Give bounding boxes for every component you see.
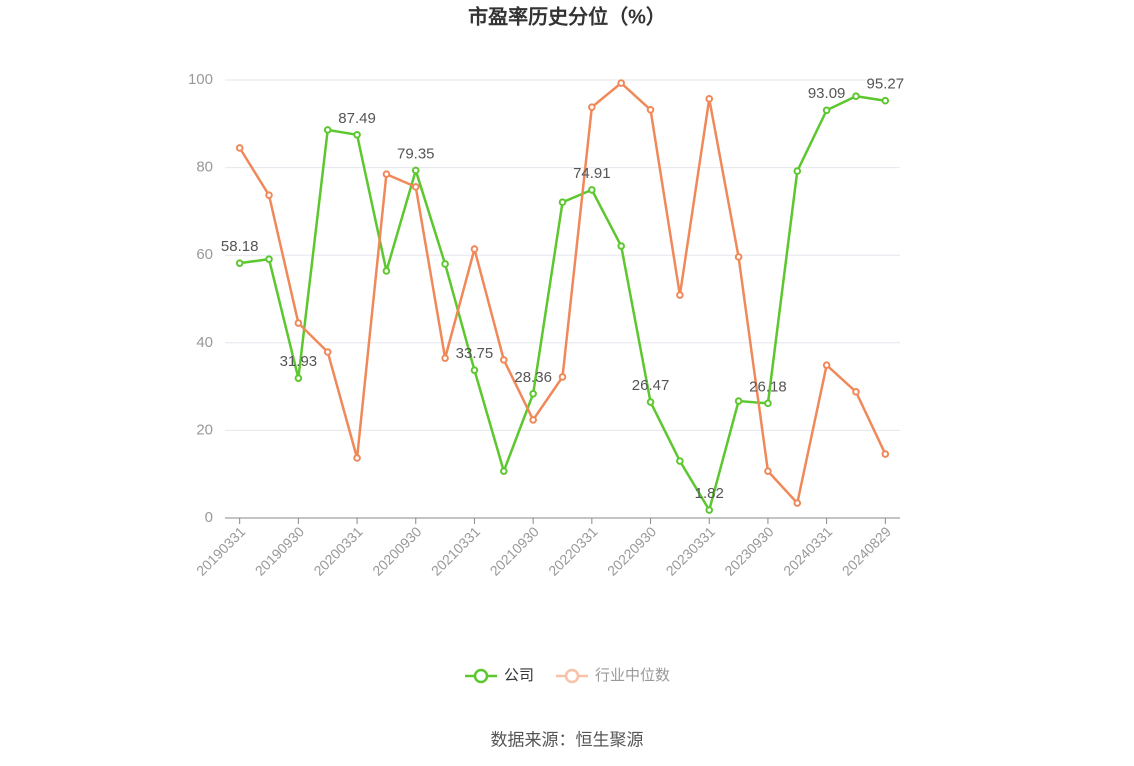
x-tick-label: 20240331 bbox=[780, 523, 836, 579]
x-tick-label: 20210331 bbox=[428, 523, 484, 579]
data-point bbox=[734, 397, 743, 405]
data-point bbox=[441, 354, 449, 362]
x-tick-label: 20200331 bbox=[310, 523, 366, 579]
data-point bbox=[558, 373, 567, 381]
y-tick-label: 0 bbox=[205, 509, 213, 526]
legend-marker bbox=[564, 668, 580, 684]
data-label: 26.47 bbox=[632, 377, 670, 394]
data-label: 74.91 bbox=[573, 165, 611, 182]
data-point bbox=[734, 253, 743, 261]
data-point bbox=[382, 267, 391, 275]
data-point bbox=[411, 183, 420, 191]
data-point bbox=[881, 96, 890, 105]
x-tick-label: 20190331 bbox=[193, 523, 249, 579]
legend-label: 公司 bbox=[504, 667, 534, 684]
data-point bbox=[470, 366, 479, 374]
data-point bbox=[500, 356, 508, 364]
data-point bbox=[646, 105, 655, 114]
series-line bbox=[238, 81, 887, 506]
data-label: 93.09 bbox=[808, 85, 846, 102]
data-point bbox=[294, 374, 303, 382]
data-point bbox=[470, 245, 479, 253]
data-label: 87.49 bbox=[338, 110, 376, 127]
x-tick-label: 20230331 bbox=[663, 523, 719, 579]
data-label: 26.18 bbox=[749, 378, 787, 395]
y-tick-label: 80 bbox=[196, 159, 213, 176]
data-point bbox=[852, 388, 860, 396]
data-point bbox=[588, 103, 596, 111]
data-point bbox=[500, 467, 508, 475]
series-line bbox=[239, 94, 886, 514]
y-tick-label: 100 bbox=[188, 71, 213, 88]
x-tick-label: 20190930 bbox=[252, 523, 308, 579]
data-point bbox=[529, 389, 537, 398]
data-point bbox=[617, 242, 625, 250]
x-tick-label: 20210930 bbox=[487, 523, 543, 579]
data-point bbox=[793, 167, 802, 175]
legend-label: 行业中位数 bbox=[595, 667, 670, 684]
chart-title: 市盈率历史分位（%） bbox=[468, 4, 666, 28]
data-point bbox=[411, 166, 420, 175]
data-label: 33.75 bbox=[456, 345, 494, 362]
data-label: 58.18 bbox=[221, 238, 259, 255]
data-point bbox=[617, 79, 625, 87]
data-point bbox=[822, 106, 831, 115]
data-point bbox=[265, 255, 273, 263]
data-label: 1.82 bbox=[695, 485, 724, 502]
data-point bbox=[441, 260, 449, 268]
data-point bbox=[323, 348, 332, 356]
data-point bbox=[764, 467, 772, 475]
data-label: 79.35 bbox=[397, 145, 435, 162]
x-tick-label: 20220331 bbox=[545, 523, 601, 579]
y-tick-label: 40 bbox=[196, 334, 213, 351]
data-point bbox=[265, 191, 273, 199]
data-point bbox=[529, 416, 537, 424]
y-tick-label: 20 bbox=[196, 421, 213, 438]
data-point bbox=[852, 92, 860, 101]
data-label: 28.36 bbox=[514, 369, 552, 386]
data-point bbox=[382, 170, 391, 178]
x-tick-label: 20230930 bbox=[721, 523, 777, 579]
data-point bbox=[793, 499, 802, 507]
data-point bbox=[588, 186, 596, 194]
legend-marker bbox=[473, 668, 489, 684]
data-point bbox=[294, 319, 303, 327]
data-label: 31.93 bbox=[280, 353, 318, 370]
data-point bbox=[646, 398, 655, 406]
data-point bbox=[235, 144, 244, 152]
data-point bbox=[764, 399, 772, 408]
data-point bbox=[705, 506, 714, 514]
data-point bbox=[353, 454, 361, 462]
x-tick-label: 20240829 bbox=[839, 523, 895, 579]
data-point bbox=[558, 198, 567, 207]
data-point bbox=[822, 361, 831, 369]
data-point bbox=[323, 126, 332, 134]
x-tick-label: 20200930 bbox=[369, 523, 425, 579]
data-label: 95.27 bbox=[867, 76, 905, 93]
data-point bbox=[881, 450, 890, 458]
data-point bbox=[705, 95, 714, 103]
x-tick-label: 20220930 bbox=[604, 523, 660, 579]
data-point bbox=[676, 457, 684, 465]
source-note: 数据来源：恒生聚源 bbox=[491, 730, 644, 749]
y-tick-label: 60 bbox=[196, 246, 213, 263]
data-point bbox=[353, 130, 361, 139]
data-point bbox=[676, 291, 684, 299]
data-point bbox=[235, 259, 244, 267]
